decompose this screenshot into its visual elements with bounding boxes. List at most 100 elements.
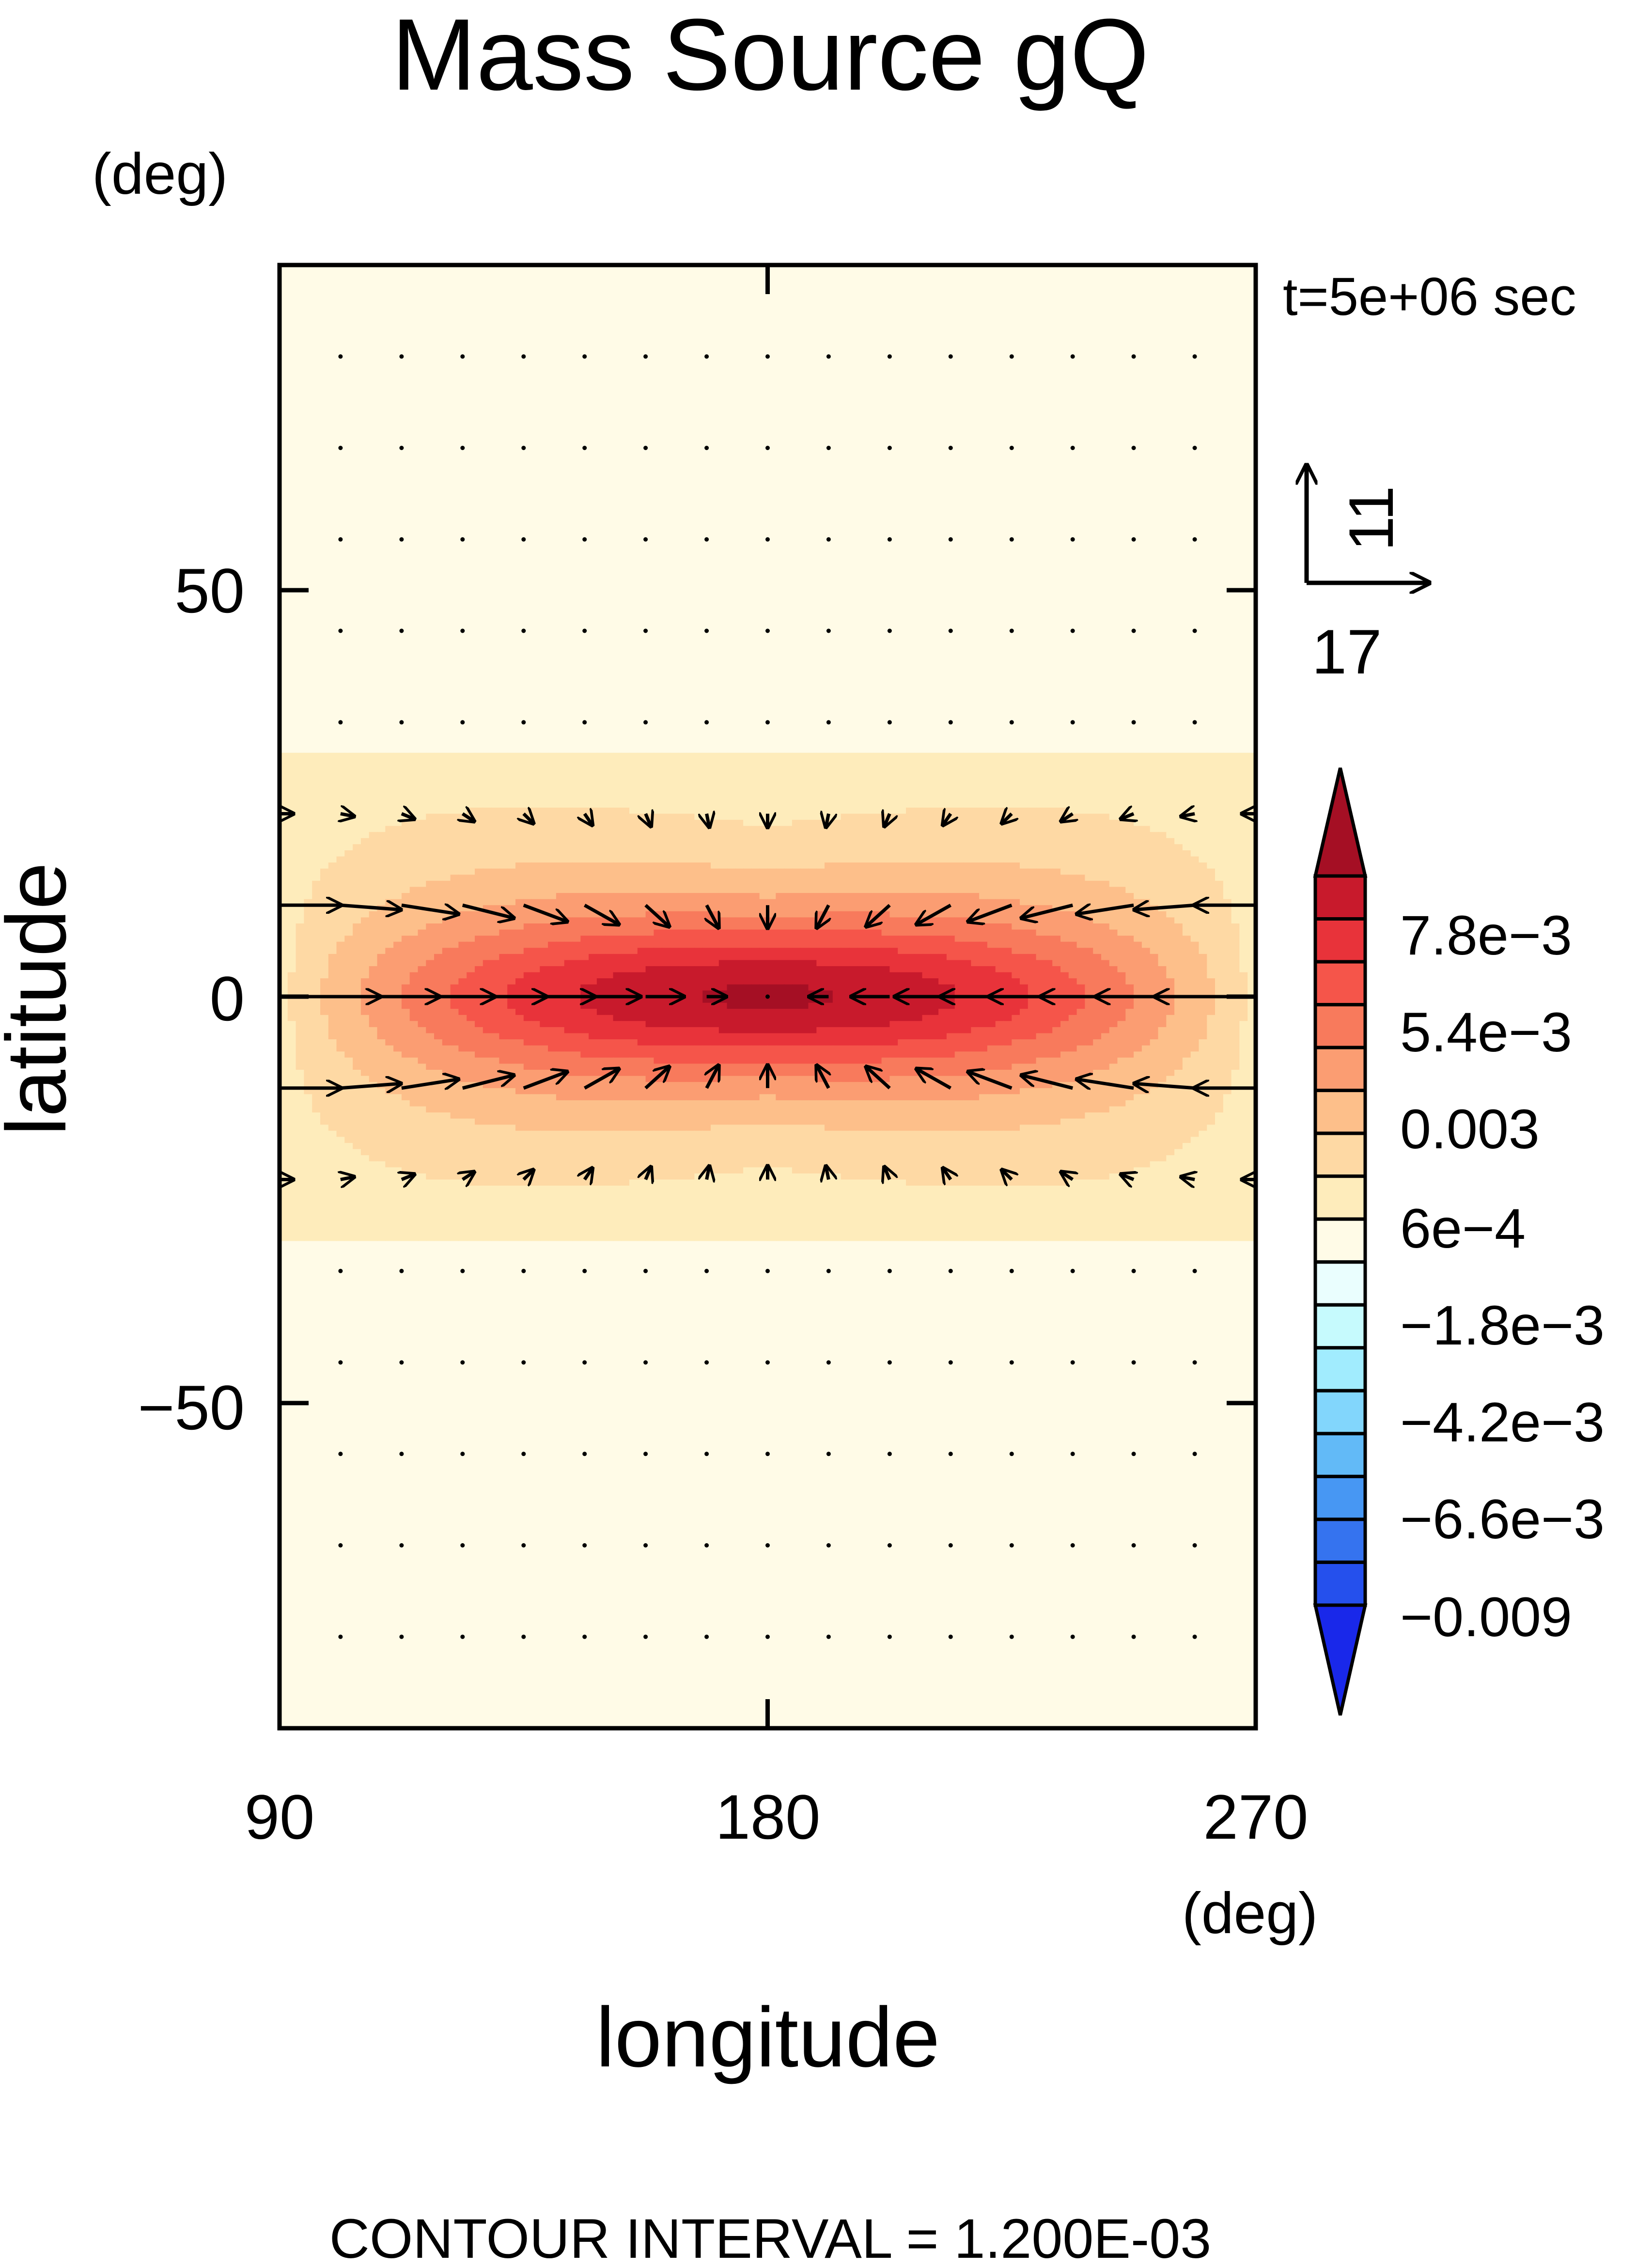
field-cell — [401, 777, 410, 784]
field-cell — [735, 844, 744, 851]
field-cell — [369, 838, 378, 845]
field-cell — [702, 936, 711, 942]
field-cell — [662, 899, 670, 906]
field-cell — [678, 893, 687, 900]
field-cell — [515, 868, 524, 876]
field-cell — [458, 807, 468, 814]
field-cell — [580, 807, 590, 814]
field-cell — [751, 765, 760, 772]
field-cell — [287, 868, 296, 876]
field-cell — [377, 759, 386, 766]
field-cell — [304, 941, 313, 949]
field-cell — [808, 954, 817, 961]
field-cell — [1093, 954, 1102, 961]
field-cell — [1190, 752, 1200, 760]
field-cell — [645, 856, 655, 863]
field-cell — [507, 795, 516, 802]
field-cell — [1060, 984, 1069, 991]
field-cell — [702, 838, 711, 845]
field-cell — [873, 978, 882, 985]
field-cell — [645, 850, 655, 857]
field-cell — [1085, 850, 1094, 857]
field-cell — [987, 954, 996, 961]
field-cell — [865, 765, 874, 772]
field-cell — [442, 966, 451, 973]
field-cell — [898, 868, 906, 876]
field-cell — [467, 960, 475, 967]
field-cell — [507, 777, 516, 784]
field-cell — [1028, 777, 1037, 784]
field-cell — [369, 893, 378, 900]
field-cell — [1020, 771, 1029, 778]
field-cell — [938, 826, 947, 833]
field-cell — [1076, 923, 1086, 930]
field-cell — [971, 771, 980, 778]
field-cell — [564, 795, 573, 802]
field-cell — [393, 984, 402, 991]
field-cell — [873, 972, 882, 979]
field-cell — [1199, 807, 1208, 814]
field-cell — [304, 771, 313, 778]
field-cell — [629, 923, 638, 930]
field-cell — [1036, 777, 1045, 784]
field-cell — [523, 777, 532, 784]
field-cell — [1199, 941, 1208, 949]
field-cell — [849, 826, 858, 833]
field-cell — [849, 820, 858, 827]
field-cell — [718, 789, 728, 796]
field-cell — [1231, 966, 1240, 973]
field-cell — [385, 868, 394, 876]
field-cell — [743, 783, 752, 790]
field-cell — [1141, 948, 1151, 954]
field-cell — [596, 801, 606, 808]
field-cell — [523, 759, 532, 766]
field-cell — [1223, 777, 1232, 784]
field-cell — [686, 789, 695, 796]
field-cell — [1199, 917, 1208, 924]
field-cell — [1109, 856, 1118, 863]
field-cell — [523, 917, 532, 924]
field-cell — [1223, 844, 1232, 851]
field-cell — [426, 880, 435, 888]
field-cell — [743, 820, 752, 827]
field-cell — [507, 783, 516, 790]
field-cell — [1109, 777, 1118, 784]
field-cell — [1134, 826, 1142, 833]
field-cell — [1141, 801, 1151, 808]
field-cell — [320, 832, 329, 839]
field-cell — [629, 941, 638, 949]
field-cell — [751, 954, 760, 961]
field-cell — [857, 820, 866, 827]
field-cell — [825, 765, 833, 772]
field-cell — [727, 777, 736, 784]
field-cell — [825, 752, 833, 760]
field-cell — [564, 868, 573, 876]
field-cell — [1223, 832, 1232, 839]
field-cell — [1199, 960, 1208, 967]
field-cell — [1109, 795, 1118, 802]
field-cell — [995, 978, 1004, 985]
field-cell — [881, 887, 890, 894]
field-cell — [808, 765, 817, 772]
field-cell — [499, 783, 508, 790]
field-cell — [572, 978, 581, 985]
field-cell — [401, 820, 410, 827]
field-cell — [523, 850, 532, 857]
field-cell — [645, 759, 655, 766]
field-cell — [369, 856, 378, 863]
field-cell — [499, 777, 508, 784]
field-cell — [1174, 850, 1183, 857]
field-cell — [995, 856, 1004, 863]
field-cell — [938, 899, 947, 906]
field-cell — [800, 868, 809, 876]
field-cell — [792, 752, 801, 760]
field-cell — [1223, 875, 1232, 881]
field-cell — [979, 795, 988, 802]
field-cell — [1174, 838, 1183, 845]
field-cell — [393, 923, 402, 930]
field-cell — [328, 826, 337, 833]
field-cell — [1166, 826, 1175, 833]
field-cell — [475, 899, 483, 906]
field-cell — [296, 887, 305, 894]
field-cell — [686, 850, 695, 857]
